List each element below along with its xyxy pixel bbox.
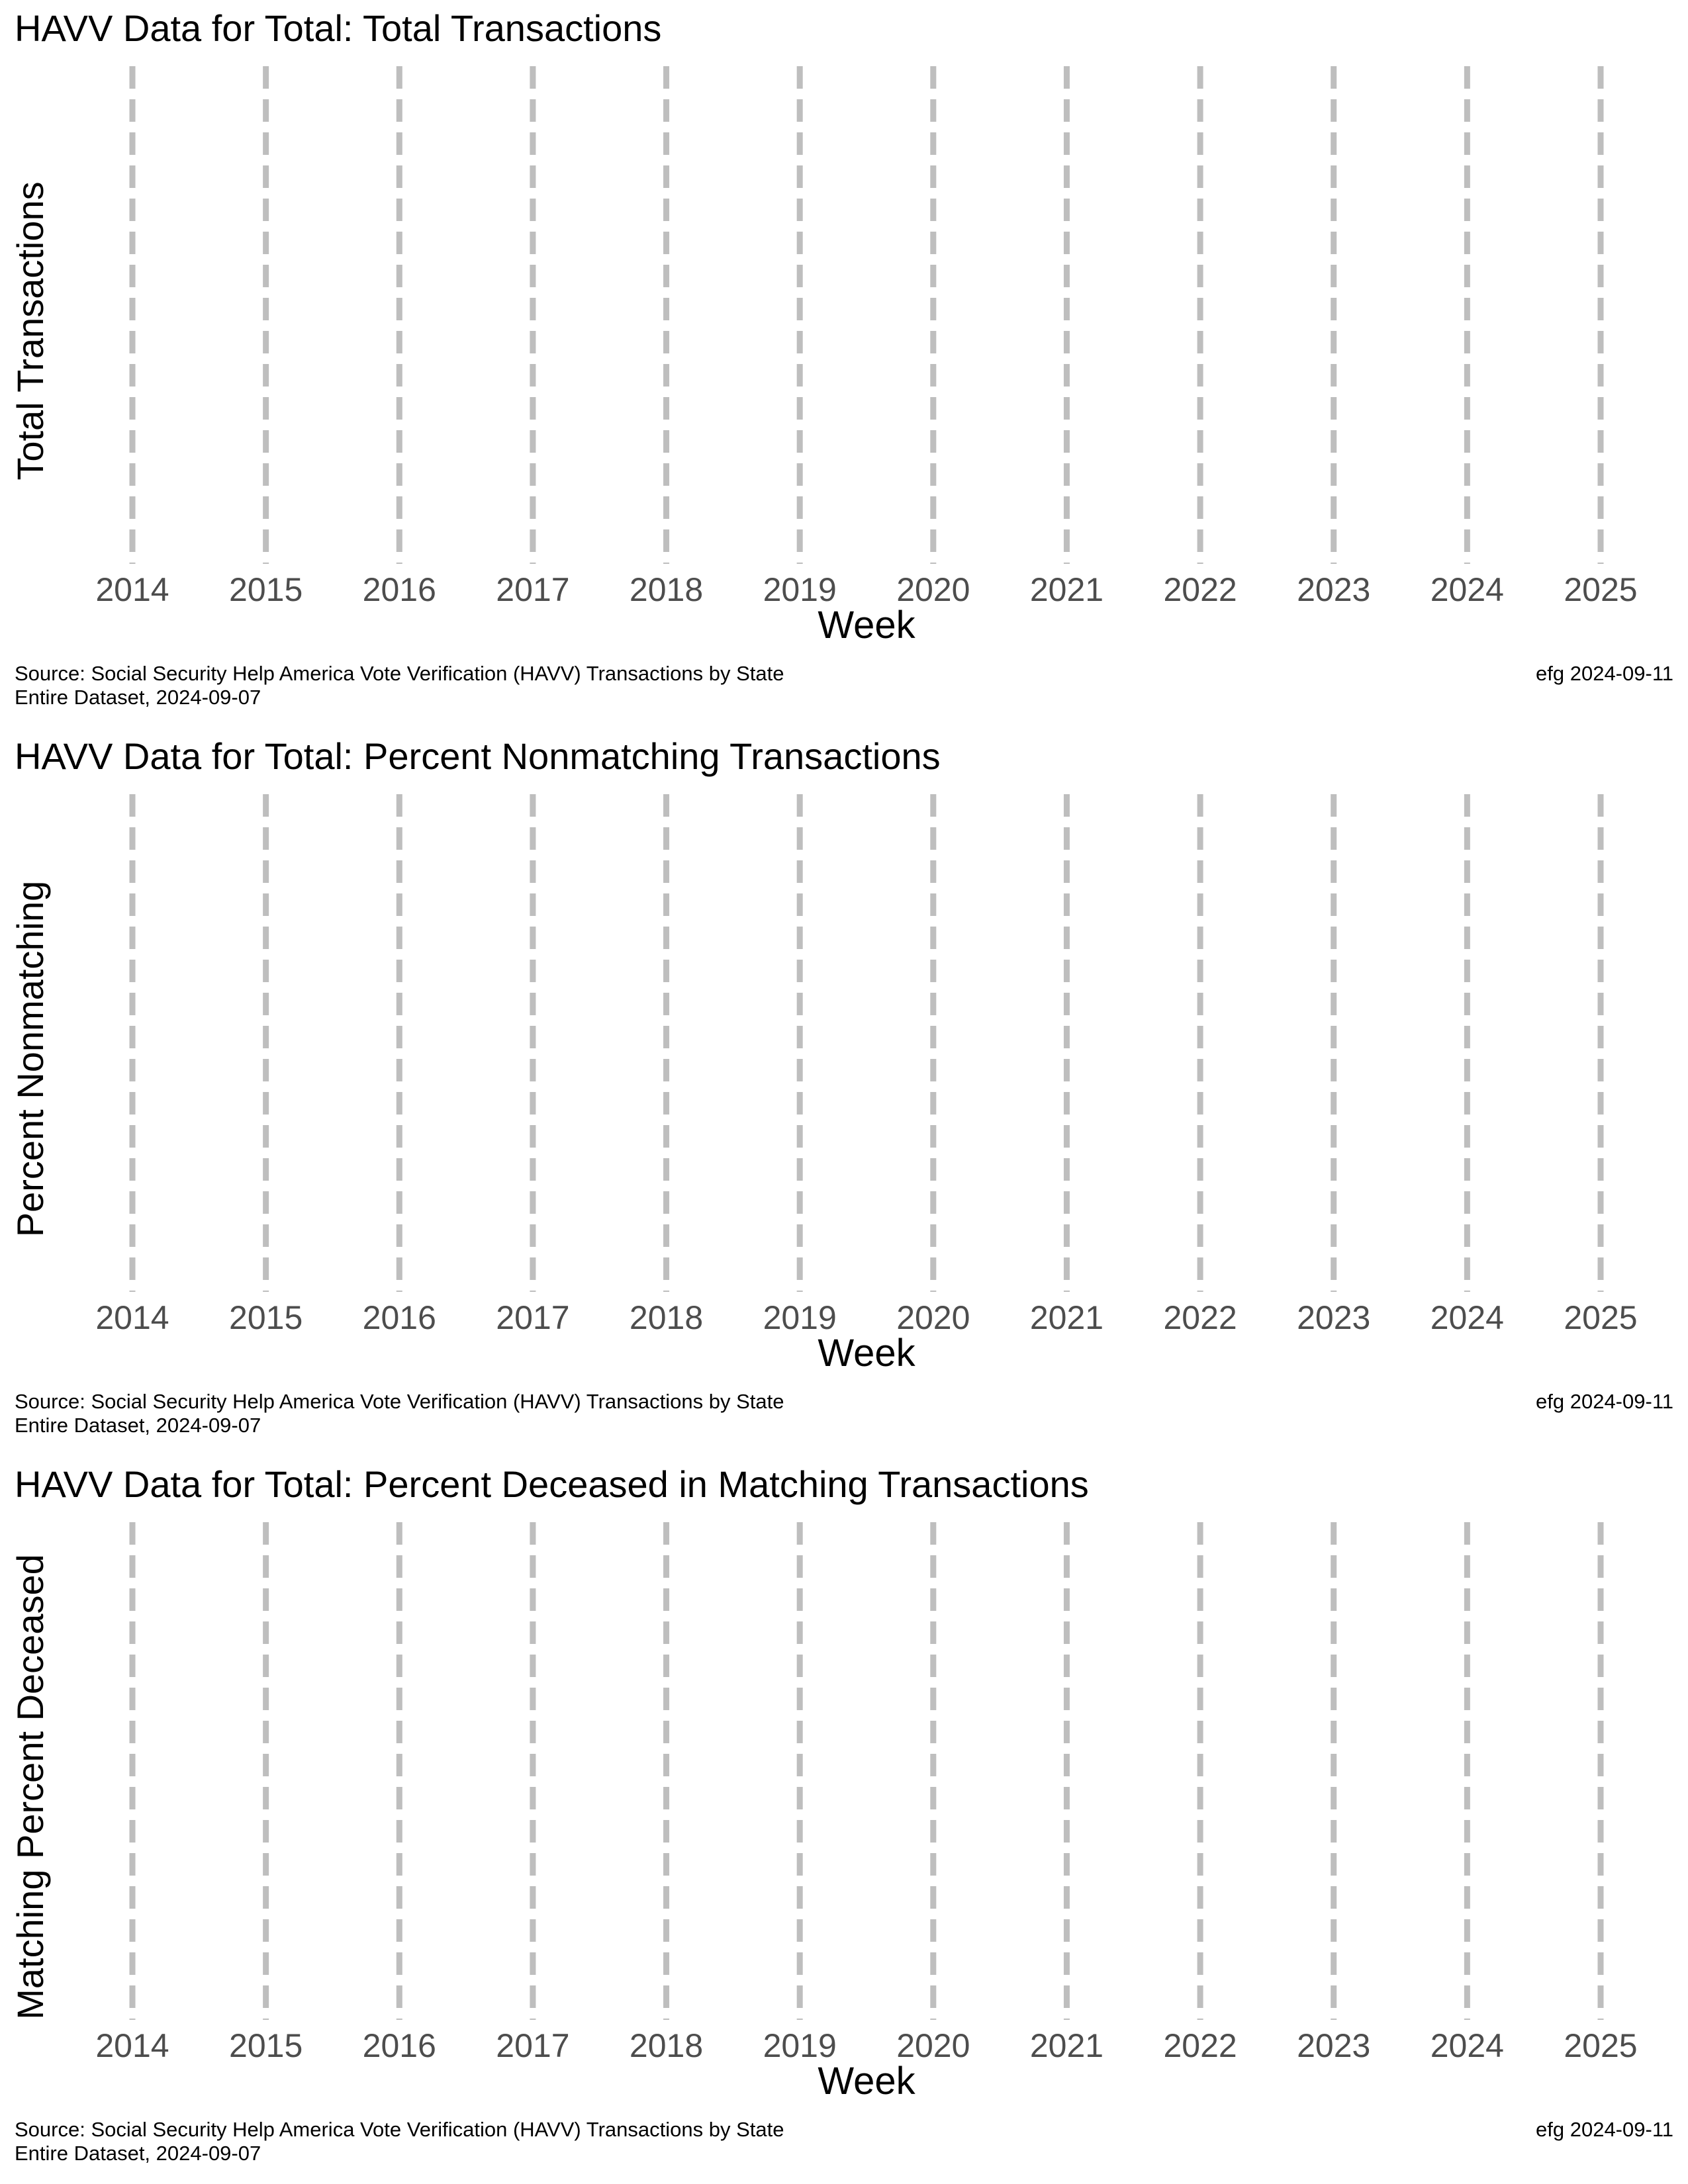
x-tick-label: 2021 (1030, 2027, 1103, 2064)
x-tick-label: 2018 (630, 2027, 703, 2064)
x-tick-label: 2017 (496, 1299, 569, 1336)
x-tick-label: 2016 (363, 1299, 436, 1336)
x-tick-label: 2014 (95, 1299, 169, 1336)
x-tick-label: 2017 (496, 571, 569, 608)
source-caption-line: Entire Dataset, 2024-09-07 (15, 2142, 261, 2165)
x-tick-label: 2018 (630, 571, 703, 608)
x-tick-label: 2020 (896, 1299, 970, 1336)
source-caption: Source: Social Security Help America Vot… (15, 1390, 784, 1437)
source-caption-line: Entire Dataset, 2024-09-07 (15, 686, 261, 709)
x-tick-label: 2019 (763, 571, 837, 608)
credit-text: efg 2024-09-11 (1536, 662, 1673, 685)
x-tick-label: 2019 (763, 1299, 837, 1336)
x-tick-label: 2024 (1430, 2027, 1504, 2064)
source-caption: Source: Social Security Help America Vot… (15, 2118, 784, 2165)
source-caption-line: Source: Social Security Help America Vot… (15, 2118, 784, 2141)
x-tick-label: 2016 (363, 571, 436, 608)
chart-title: HAVV Data for Total: Total Transactions (15, 7, 662, 49)
x-tick-label: 2023 (1297, 2027, 1370, 2064)
x-tick-label: 2023 (1297, 571, 1370, 608)
x-tick-label: 2020 (896, 2027, 970, 2064)
plot-area: 2014 2015 2016 2017 2018 2019 2020 2021 2022 2023… (95, 1522, 1638, 2064)
x-tick-label: 2021 (1030, 571, 1103, 608)
plot-area: 2014 2015 2016 2017 2018 2019 2020 2021 2022 2023… (95, 66, 1638, 608)
x-tick-label: 2023 (1297, 1299, 1370, 1336)
x-tick-label: 2022 (1163, 2027, 1237, 2064)
x-tick-label: 2014 (95, 2027, 169, 2064)
chart-panel-total-transactions: HAVV Data for Total: Total Transactions … (0, 0, 1688, 728)
x-tick-label: 2015 (229, 2027, 303, 2064)
x-tick-label: 2021 (1030, 1299, 1103, 1336)
x-axis-label: Week (818, 604, 915, 647)
plot-area: 2014 2015 2016 2017 2018 2019 2020 2021 2022 2023… (95, 794, 1638, 1336)
x-tick-label: 2014 (95, 571, 169, 608)
x-tick-label: 2022 (1163, 1299, 1237, 1336)
chart-panel-percent-nonmatching: HAVV Data for Total: Percent Nonmatching… (0, 728, 1688, 1456)
x-axis-label: Week (818, 2060, 915, 2103)
x-tick-label: 2025 (1564, 1299, 1637, 1336)
source-caption: Source: Social Security Help America Vot… (15, 662, 784, 709)
x-tick-label: 2020 (896, 571, 970, 608)
x-tick-label: 2019 (763, 2027, 837, 2064)
x-tick-label: 2016 (363, 2027, 436, 2064)
x-tick-label: 2025 (1564, 571, 1637, 608)
chart-panel-percent-deceased: HAVV Data for Total: Percent Deceased in… (0, 1456, 1688, 2184)
credit-text: efg 2024-09-11 (1536, 1390, 1673, 1413)
x-tick-label: 2022 (1163, 571, 1237, 608)
chart-title: HAVV Data for Total: Percent Deceased in… (15, 1463, 1089, 1505)
x-tick-label: 2015 (229, 1299, 303, 1336)
source-caption-line: Entire Dataset, 2024-09-07 (15, 1414, 261, 1437)
credit-text: efg 2024-09-11 (1536, 2118, 1673, 2141)
x-tick-label: 2017 (496, 2027, 569, 2064)
source-caption-line: Source: Social Security Help America Vot… (15, 1390, 784, 1413)
x-tick-label: 2025 (1564, 2027, 1637, 2064)
chart-title: HAVV Data for Total: Percent Nonmatching… (15, 735, 941, 777)
source-caption-line: Source: Social Security Help America Vot… (15, 662, 784, 685)
x-tick-label: 2015 (229, 571, 303, 608)
x-axis-label: Week (818, 1332, 915, 1375)
x-tick-label: 2024 (1430, 1299, 1504, 1336)
x-tick-label: 2024 (1430, 571, 1504, 608)
x-tick-label: 2018 (630, 1299, 703, 1336)
